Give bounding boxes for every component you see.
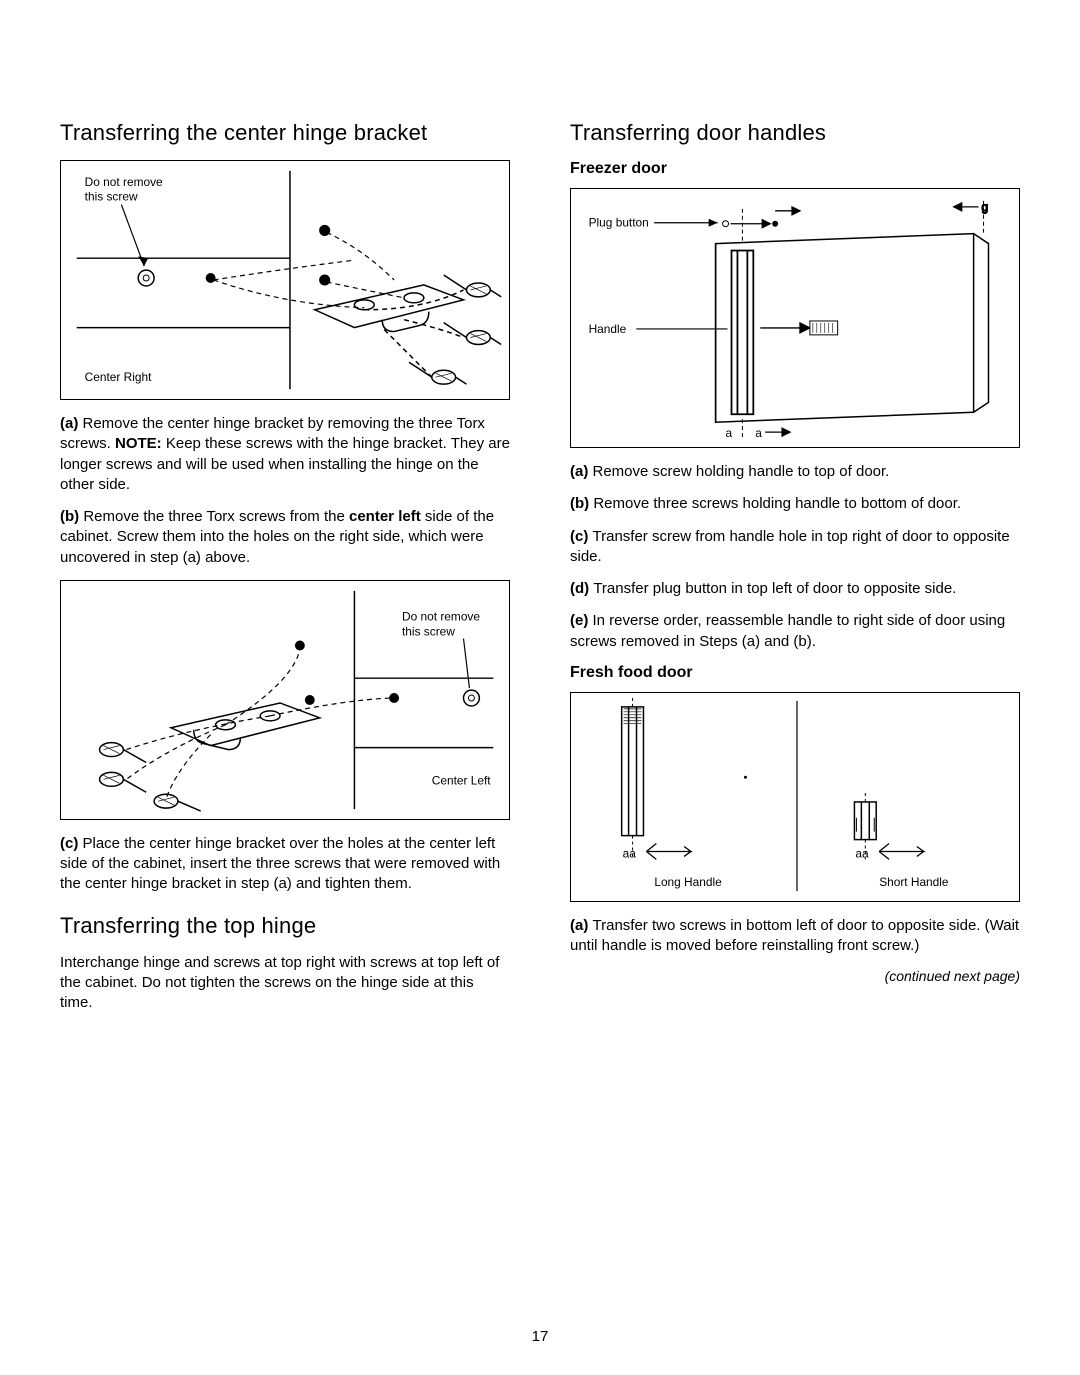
fig2-noremove: Do not remove bbox=[402, 609, 480, 623]
figure-freezer-door: g a a bbox=[570, 188, 1020, 448]
right-para-e: (e) In reverse order, reassemble handle … bbox=[570, 611, 1020, 652]
lbl-centerleft: center left bbox=[349, 508, 421, 525]
left-column: Transferring the center hinge bracket Do… bbox=[60, 120, 510, 1025]
r-lbl-c: (c) bbox=[570, 528, 593, 545]
fig3-handle: Handle bbox=[589, 322, 627, 336]
fig1-centerright: Center Right bbox=[85, 370, 152, 384]
fig2-centerleft: Center Left bbox=[432, 773, 492, 787]
r-lbl-d: (d) bbox=[570, 580, 593, 597]
r2-txt: Transfer two screws in bottom left of do… bbox=[570, 917, 1019, 954]
txt-c: Place the center hinge bracket over the … bbox=[60, 835, 500, 893]
left-para-a: (a) Remove the center hinge bracket by r… bbox=[60, 414, 510, 495]
lbl-b: (b) bbox=[60, 508, 83, 525]
figure-center-left: Do not remove this screw Center Left bbox=[60, 580, 510, 820]
r-lbl-b: (b) bbox=[570, 495, 593, 512]
figure-center-left-svg: Do not remove this screw Center Left bbox=[61, 581, 509, 819]
figure-freshfood-door: aa aa bbox=[570, 692, 1020, 902]
heading-center-hinge: Transferring the center hinge bracket bbox=[60, 120, 510, 146]
r2-lbl-a: (a) bbox=[570, 917, 593, 934]
r-txt-d: Transfer plug button in top left of door… bbox=[593, 580, 956, 597]
right-column: Transferring door handles Freezer door bbox=[570, 120, 1020, 1025]
svg-text:aa: aa bbox=[623, 846, 637, 860]
svg-text:g: g bbox=[982, 200, 989, 214]
right-para-a: (a) Remove screw holding handle to top o… bbox=[570, 462, 1020, 482]
left-para-b: (b) Remove the three Torx screws from th… bbox=[60, 507, 510, 568]
heading-top-hinge: Transferring the top hinge bbox=[60, 913, 510, 939]
r-txt-e: In reverse order, reassemble handle to r… bbox=[570, 612, 1005, 649]
svg-text:a: a bbox=[726, 426, 733, 440]
figure-freshfood-svg: aa aa bbox=[571, 693, 1019, 901]
r-lbl-e: (e) bbox=[570, 612, 593, 629]
fig3-plugbutton: Plug button bbox=[589, 216, 649, 230]
fig1-thisscrew: this screw bbox=[85, 190, 138, 204]
subheading-freezer: Freezer door bbox=[570, 160, 1020, 178]
continued-label: (continued next page) bbox=[570, 968, 1020, 984]
lbl-note: NOTE: bbox=[115, 435, 162, 452]
page-content: Transferring the center hinge bracket Do… bbox=[60, 120, 1020, 1025]
right-para-2a: (a) Transfer two screws in bottom left o… bbox=[570, 916, 1020, 957]
right-para-c: (c) Transfer screw from handle hole in t… bbox=[570, 527, 1020, 568]
fig2-thisscrew: this screw bbox=[402, 624, 455, 638]
right-para-d: (d) Transfer plug button in top left of … bbox=[570, 579, 1020, 599]
r-txt-c: Transfer screw from handle hole in top r… bbox=[570, 528, 1010, 565]
fig1-noremove: Do not remove bbox=[85, 175, 163, 189]
fig4-short: Short Handle bbox=[879, 875, 949, 889]
heading-door-handles: Transferring door handles bbox=[570, 120, 1020, 146]
lbl-a: (a) bbox=[60, 415, 83, 432]
left-para-2: Interchange hinge and screws at top righ… bbox=[60, 953, 510, 1014]
r-lbl-a: (a) bbox=[570, 463, 593, 480]
figure-center-right: Do not remove this screw Center Right bbox=[60, 160, 510, 400]
right-para-b: (b) Remove three screws holding handle t… bbox=[570, 494, 1020, 514]
left-para-c: (c) Place the center hinge bracket over … bbox=[60, 834, 510, 895]
subheading-freshfood: Fresh food door bbox=[570, 664, 1020, 682]
figure-freezer-svg: g a a bbox=[571, 189, 1019, 447]
r-txt-a: Remove screw holding handle to top of do… bbox=[593, 463, 890, 480]
figure-center-right-svg: Do not remove this screw Center Right bbox=[61, 161, 509, 399]
r-txt-b: Remove three screws holding handle to bo… bbox=[593, 495, 961, 512]
svg-text:a: a bbox=[755, 426, 762, 440]
fig4-long: Long Handle bbox=[654, 875, 722, 889]
page-number: 17 bbox=[0, 1328, 1080, 1345]
svg-text:aa: aa bbox=[855, 846, 869, 860]
txt-b1: Remove the three Torx screws from the bbox=[83, 508, 349, 525]
lbl-c: (c) bbox=[60, 835, 83, 852]
